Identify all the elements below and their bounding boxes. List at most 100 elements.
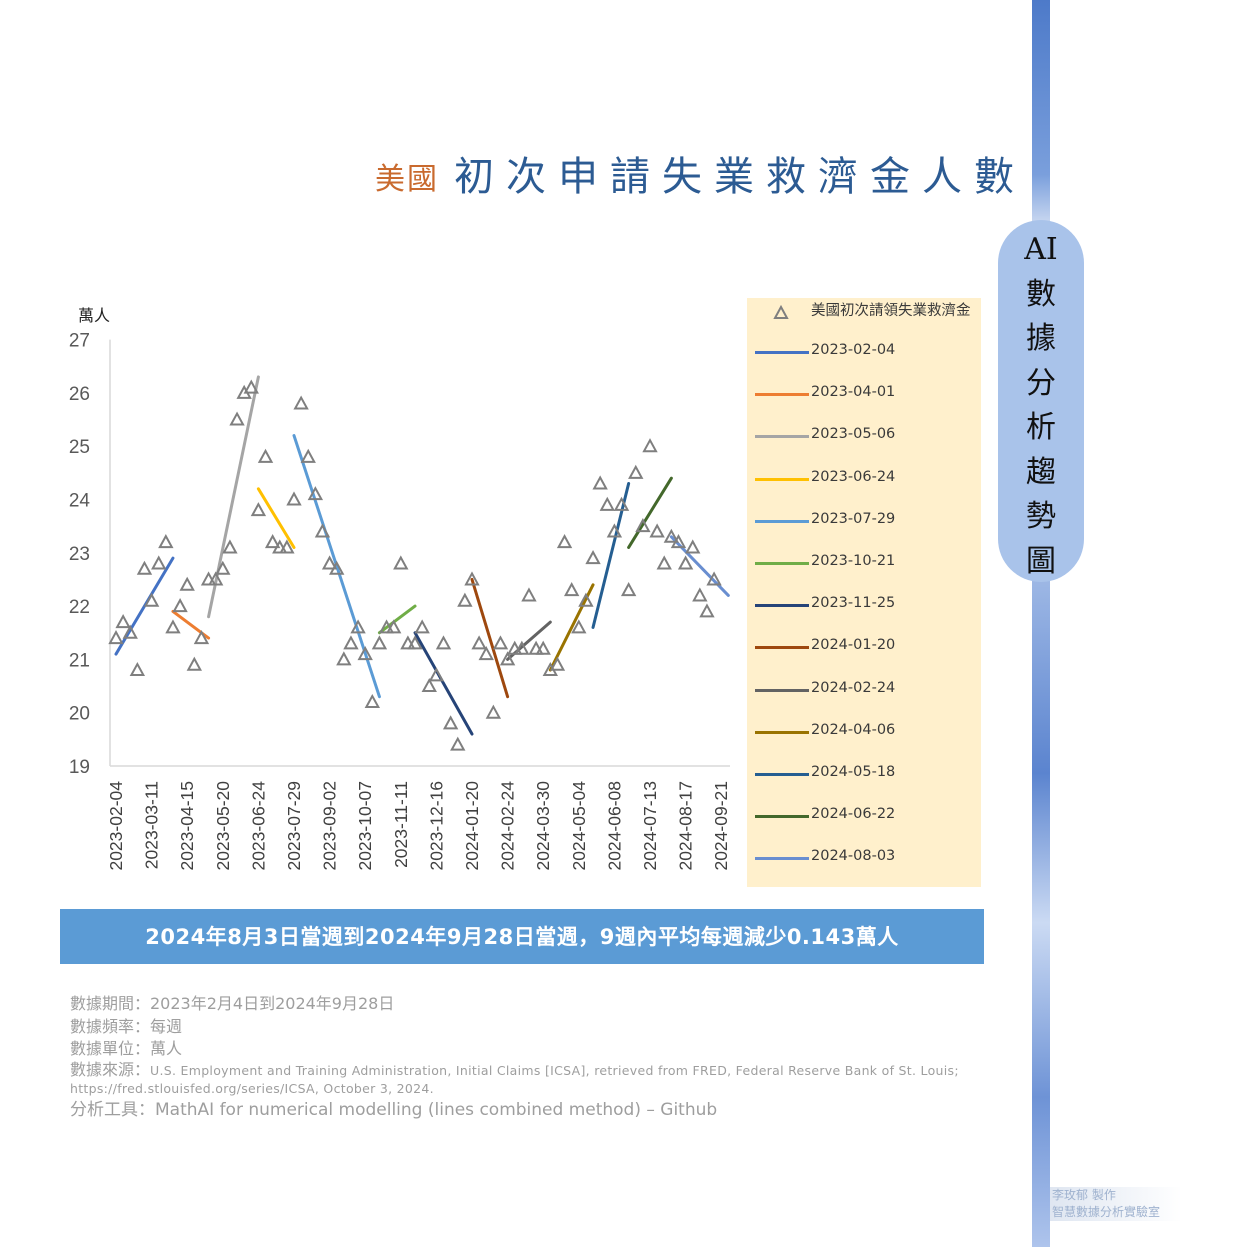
legend-swatch (755, 435, 809, 439)
data-point (407, 635, 423, 650)
x-tick-label: 2023-07-29 (284, 781, 304, 871)
data-point (599, 496, 615, 511)
data-point (122, 624, 138, 639)
data-point (585, 550, 601, 565)
trend-line (207, 375, 260, 619)
data-point (179, 576, 195, 591)
data-point (414, 619, 430, 634)
x-tick-label: 2023-03-11 (142, 781, 162, 869)
x-tick-label: 2023-06-24 (248, 781, 268, 871)
data-point (215, 560, 231, 575)
title-prefix: 美國 (375, 162, 439, 197)
legend-label: 2024-02-24 (811, 679, 896, 696)
y-tick-label: 23 (69, 544, 90, 565)
legend-swatch (755, 519, 809, 523)
legend-swatch (755, 393, 809, 397)
legend-label: 2024-06-22 (811, 806, 896, 823)
trend-line (377, 604, 417, 635)
data-point (699, 603, 715, 618)
data-point (300, 448, 316, 463)
legend-label: 2023-02-04 (811, 342, 896, 358)
data-point (115, 614, 131, 629)
data-point (620, 582, 637, 597)
side-label-badge: AI 數據分析趨勢圖 (998, 220, 1084, 582)
x-tick-label: 2024-02-24 (498, 781, 518, 871)
data-point (158, 534, 174, 549)
data-point (677, 555, 694, 570)
y-tick-label: 20 (69, 704, 90, 725)
data-point (307, 486, 324, 501)
x-tick-label: 2024-09-21 (711, 781, 731, 871)
credit-lab: 智慧數據分析實驗室 (1052, 1205, 1161, 1219)
data-point (514, 640, 530, 655)
data-point (692, 587, 708, 602)
x-tick-label: 2024-07-13 (640, 781, 660, 871)
data-point (243, 379, 259, 394)
summary-banner: 2024年8月3日當週到2024年9月28日當週，9週內平均每週減少0.143萬… (60, 909, 984, 964)
data-point (108, 629, 124, 645)
trend-line (627, 476, 673, 549)
legend-label: 2023-11-25 (811, 595, 896, 612)
data-point (556, 534, 573, 549)
trend-line (413, 631, 474, 736)
data-notes: 數據期間：2023年2月4日到2024年9月28日 數據頻率：每週 數據單位：萬… (70, 993, 970, 1121)
data-point (499, 651, 516, 666)
data-point (364, 693, 381, 709)
legend-label: 2023-07-29 (811, 510, 896, 527)
note-source: 數據來源：U.S. Employment and Training Admini… (70, 1060, 970, 1097)
y-tick-label: 21 (69, 650, 90, 671)
y-tick-label: 26 (69, 384, 90, 405)
x-tick-label: 2024-05-04 (569, 781, 589, 871)
data-point (442, 715, 459, 730)
title-main: 初次申請失業救濟金人數 (454, 154, 1026, 200)
side-label-text: AI 數據分析趨勢圖 (1024, 232, 1058, 579)
legend-swatch (755, 688, 809, 692)
legend-swatch (755, 773, 809, 776)
data-point (549, 656, 566, 671)
legend-label: 2024-04-06 (811, 721, 896, 738)
data-point (293, 395, 309, 410)
y-tick-label: 24 (69, 491, 91, 512)
legend-label: 2024-05-18 (811, 764, 896, 780)
legend-label: 美國初次請領失業救濟金 (811, 303, 971, 319)
data-point (435, 635, 452, 650)
data-point (563, 582, 580, 597)
legend-label: 2023-05-06 (811, 426, 896, 443)
data-point (314, 523, 331, 538)
data-point (385, 619, 402, 634)
x-tick-label: 2023-02-04 (106, 781, 126, 871)
data-point (321, 555, 338, 570)
legend-label: 2023-06-24 (811, 468, 896, 485)
legend-label: 2024-08-03 (811, 848, 896, 865)
legend-label: 2024-01-20 (811, 637, 896, 654)
legend-label: 2023-04-01 (811, 384, 896, 401)
scatter-chart: 19 20 21 22 23 24 25 26 27 2023-02-04 2023-03-11 20… (69, 331, 731, 871)
data-point (264, 534, 281, 549)
x-tick-label: 2023-09-02 (320, 781, 340, 871)
trend-line (548, 583, 595, 672)
data-point (143, 592, 160, 607)
x-tick-label: 2024-03-30 (533, 781, 553, 871)
credit-author: 李玫郁 製作 (1052, 1188, 1116, 1202)
data-point (478, 645, 494, 661)
side-decorative-bar (1032, 0, 1050, 1247)
y-axis-unit-label: 萬人 (78, 306, 111, 325)
data-point (450, 736, 466, 751)
data-point (343, 635, 359, 650)
data-point (357, 645, 373, 661)
legend-label: 2023-10-21 (811, 553, 896, 569)
trend-line (591, 482, 631, 629)
x-tick-label: 2023-04-15 (177, 781, 197, 871)
data-point (151, 555, 167, 570)
data-point (350, 619, 366, 634)
data-point (628, 464, 644, 479)
x-tick-label: 2024-06-08 (604, 781, 624, 871)
note-source-text: U.S. Employment and Training Administrat… (70, 1062, 959, 1096)
chart-title: 美國 初次申請失業救濟金人數 (372, 140, 1032, 200)
data-point (521, 587, 537, 602)
y-tick-label: 25 (69, 437, 90, 458)
data-point (457, 592, 473, 607)
trend-line (292, 434, 381, 699)
data-point (186, 656, 203, 671)
trend-line (256, 487, 296, 549)
